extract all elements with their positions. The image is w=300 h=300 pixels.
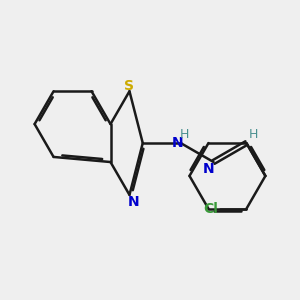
Text: S: S — [124, 79, 134, 92]
Text: N: N — [172, 136, 184, 150]
Text: H: H — [180, 128, 189, 141]
Text: Cl: Cl — [203, 202, 218, 216]
Text: H: H — [249, 128, 258, 141]
Text: N: N — [203, 162, 215, 176]
Text: N: N — [128, 195, 140, 209]
